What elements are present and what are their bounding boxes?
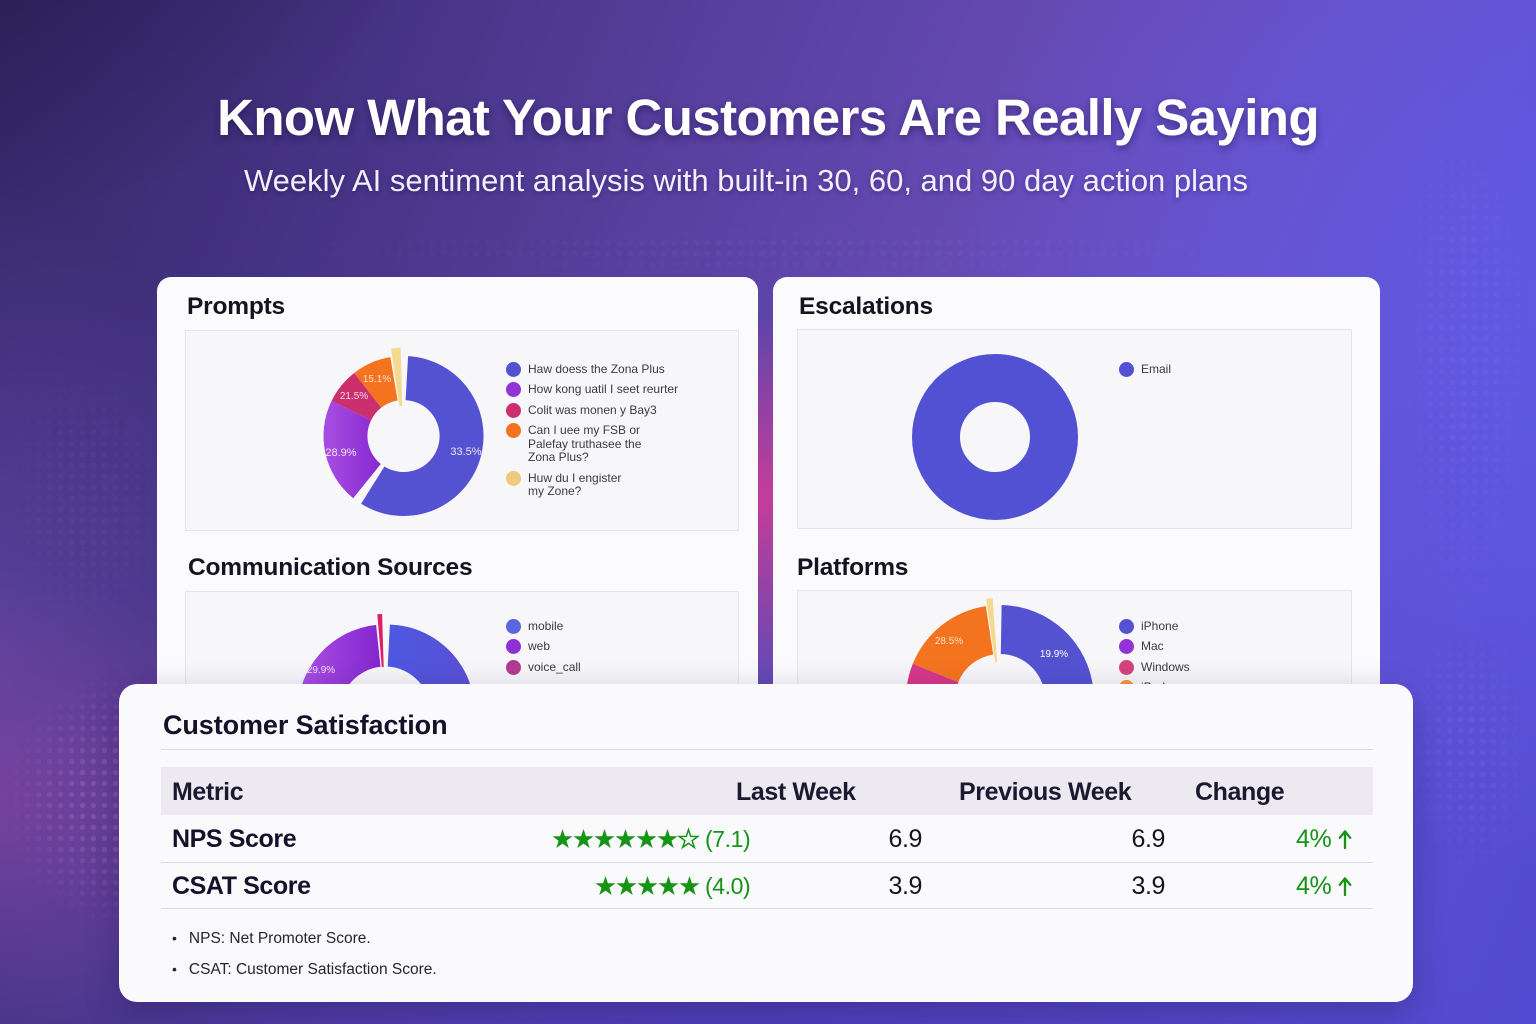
svg-text:28.5%: 28.5%	[935, 636, 963, 647]
svg-text:15.1%: 15.1%	[363, 374, 391, 385]
svg-text:21.5%: 21.5%	[340, 391, 368, 402]
svg-text:19.9%: 19.9%	[1040, 649, 1068, 660]
svg-text:33.5%: 33.5%	[450, 446, 481, 458]
svg-text:28.9%: 28.9%	[325, 447, 356, 459]
svg-text:29.9%: 29.9%	[307, 665, 335, 676]
